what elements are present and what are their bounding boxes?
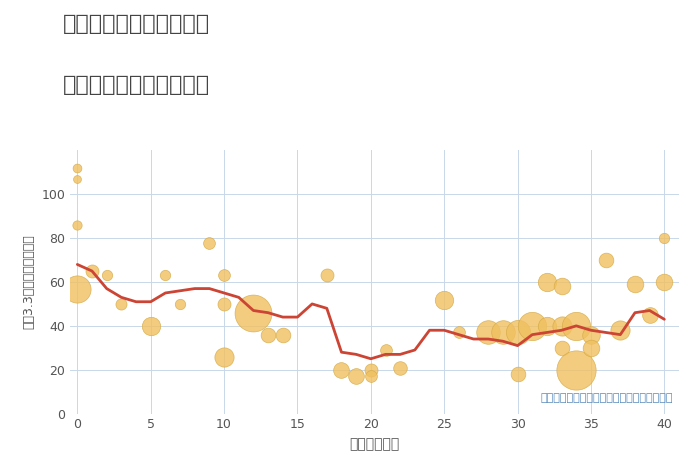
Point [570,366,582,374]
Point [512,370,523,378]
Point [556,322,567,329]
Point [454,329,465,336]
Point [659,278,670,286]
Point [585,331,596,338]
Point [541,322,552,329]
Y-axis label: 坪（3.3㎡）単価（万円）: 坪（3.3㎡）単価（万円） [22,235,36,329]
Point [351,373,362,380]
Point [615,327,626,334]
Point [644,311,655,319]
Point [526,322,538,329]
Point [585,344,596,352]
Point [629,281,641,288]
Point [86,267,97,275]
Point [262,331,274,338]
Point [218,272,230,279]
Point [600,256,611,264]
Point [570,322,582,329]
Point [541,278,552,286]
Point [71,175,83,183]
Point [659,235,670,242]
Text: 大阪府八尾市太田新町の: 大阪府八尾市太田新町の [63,14,210,34]
Point [556,344,567,352]
Point [145,322,156,329]
Point [71,285,83,292]
Point [365,366,377,374]
Point [277,331,288,338]
Point [218,353,230,360]
Point [497,329,508,336]
X-axis label: 築年数（年）: 築年数（年） [349,437,400,451]
Point [439,296,450,303]
Point [482,329,493,336]
Point [101,272,112,279]
Point [218,300,230,308]
Text: 築年数別中古戸建て価格: 築年数別中古戸建て価格 [63,75,210,95]
Point [321,272,332,279]
Point [204,239,215,246]
Text: 円の大きさは、取引のあった物件面積を示す: 円の大きさは、取引のあった物件面積を示す [540,393,673,403]
Point [248,309,259,316]
Point [380,346,391,354]
Point [71,164,83,172]
Point [174,300,186,308]
Point [395,364,406,371]
Point [336,366,347,374]
Point [116,300,127,308]
Point [160,272,171,279]
Point [365,373,377,380]
Point [556,282,567,290]
Point [512,329,523,336]
Point [71,221,83,229]
